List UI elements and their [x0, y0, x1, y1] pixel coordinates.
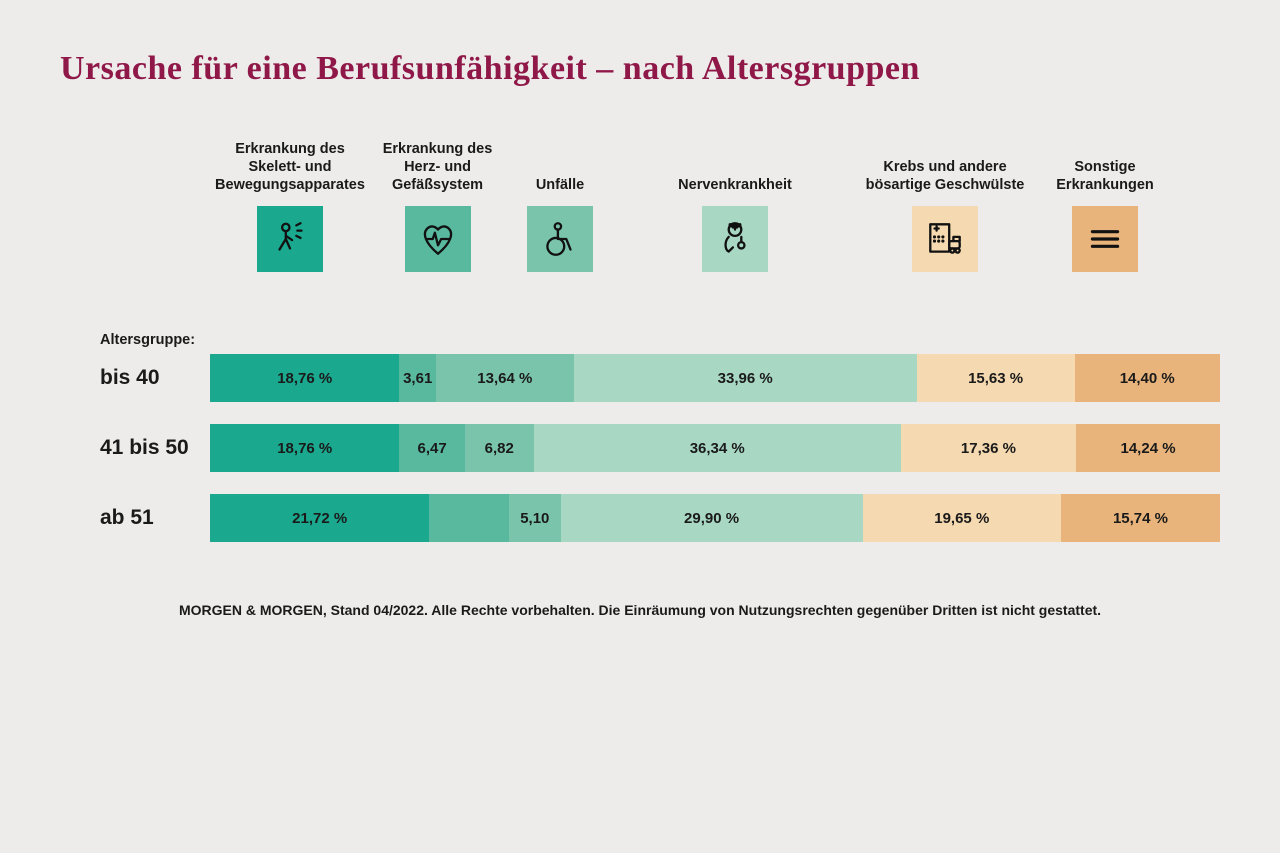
legend-item-krebs: Krebs und anderebösartige Geschwülste — [855, 136, 1035, 272]
legend-label: Unfälle — [536, 136, 584, 194]
stacked-bar: 18,76 %3,6113,64 %33,96 %15,63 %14,40 % — [210, 354, 1220, 402]
legend-item-sonst: SonstigeErkrankungen — [1035, 136, 1175, 272]
bar-segment-unfall: 13,64 % — [436, 354, 574, 402]
bar-segment-sonst: 14,40 % — [1075, 354, 1220, 402]
legend-item-herz: Erkrankung desHerz- undGefäßsystem — [370, 136, 505, 272]
wheelchair-icon — [527, 206, 593, 272]
legend-label: Erkrankung desSkelett- undBewegungsappar… — [215, 136, 365, 194]
bar-segment-nerven: 33,96 % — [574, 354, 917, 402]
age-group-label: 41 bis 50 — [60, 436, 210, 460]
bar-segment-krebs: 17,36 % — [901, 424, 1076, 472]
bar-segment-skelett: 18,76 % — [210, 354, 399, 402]
heart-rate-icon — [405, 206, 471, 272]
list-icon — [1072, 206, 1138, 272]
bar-segment-nerven: 36,34 % — [534, 424, 901, 472]
bar-segment-unfall: 6,82 — [465, 424, 534, 472]
bar-segment-sonst: 15,74 % — [1061, 494, 1220, 542]
chart-title: Ursache für eine Berufsunfähigkeit – nac… — [60, 50, 1220, 88]
bar-segment-sonst: 14,24 % — [1076, 424, 1220, 472]
bar-row: 41 bis 5018,76 %6,476,8236,34 %17,36 %14… — [60, 424, 1220, 472]
age-group-label: bis 40 — [60, 366, 210, 390]
legend-item-skelett: Erkrankung desSkelett- undBewegungsappar… — [210, 136, 370, 272]
bar-segment-herz: 6,47 — [399, 424, 464, 472]
legend: Erkrankung desSkelett- undBewegungsappar… — [210, 136, 1220, 272]
spine-pain-icon — [257, 206, 323, 272]
bar-segment-nerven: 29,90 % — [561, 494, 863, 542]
bar-segment-unfall: 5,10 — [509, 494, 561, 542]
bar-row: bis 4018,76 %3,6113,64 %33,96 %15,63 %14… — [60, 354, 1220, 402]
age-group-label: ab 51 — [60, 506, 210, 530]
bar-segment-krebs: 15,63 % — [917, 354, 1075, 402]
legend-label: Nervenkrankheit — [678, 136, 792, 194]
stacked-bar: 18,76 %6,476,8236,34 %17,36 %14,24 % — [210, 424, 1220, 472]
bar-segment-skelett: 21,72 % — [210, 494, 429, 542]
bar-row: ab 5121,72 % 5,1029,90 %19,65 %15,74 % — [60, 494, 1220, 542]
legend-label: Krebs und anderebösartige Geschwülste — [866, 136, 1025, 194]
bar-segment-herz: 3,61 — [399, 354, 435, 402]
legend-label: Erkrankung desHerz- undGefäßsystem — [383, 136, 493, 194]
source-footnote: MORGEN & MORGEN, Stand 04/2022. Alle Rec… — [60, 602, 1220, 618]
legend-label: SonstigeErkrankungen — [1056, 136, 1154, 194]
bars: Altersgruppe: bis 4018,76 %3,6113,64 %33… — [60, 332, 1220, 542]
bar-segment-herz — [429, 494, 509, 542]
hospital-icon — [912, 206, 978, 272]
legend-item-unfall: Unfälle — [505, 136, 615, 272]
bar-segment-krebs: 19,65 % — [863, 494, 1061, 542]
doctor-icon — [702, 206, 768, 272]
legend-item-nerven: Nervenkrankheit — [615, 136, 855, 272]
stacked-bar: 21,72 % 5,1029,90 %19,65 %15,74 % — [210, 494, 1220, 542]
age-group-header: Altersgruppe: — [100, 332, 1220, 348]
bar-segment-skelett: 18,76 % — [210, 424, 399, 472]
